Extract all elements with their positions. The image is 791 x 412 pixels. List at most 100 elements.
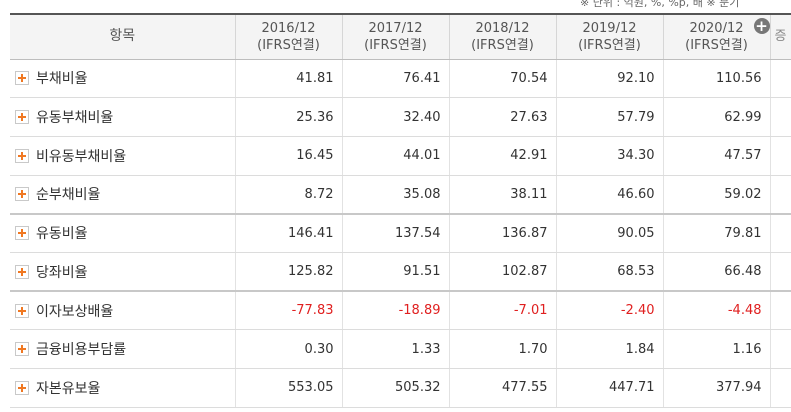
value-cell: 505.32 — [342, 368, 450, 408]
value-cell: -2.40 — [556, 291, 664, 331]
value-cell: -7.01 — [449, 291, 557, 331]
value-cell: 34.30 — [556, 136, 664, 176]
value-cell: 1.84 — [556, 329, 664, 369]
value-cell: 46.60 — [556, 175, 664, 215]
value-cell: 8.72 — [235, 175, 343, 215]
table-row: 부채비율 41.81 76.41 70.54 92.10 110.56 — [10, 59, 791, 99]
row-label-cell: 금융비용부담률 — [10, 329, 236, 369]
row-label[interactable]: 당좌비율 — [36, 264, 88, 281]
header-period: 2019/12 (IFRS연결) — [556, 13, 664, 60]
value-cell: 1.16 — [663, 329, 771, 369]
extra-cell — [770, 368, 791, 408]
value-cell: 110.56 — [663, 59, 771, 99]
table-row: 비유동부채비율 16.45 44.01 42.91 34.30 47.57 — [10, 136, 791, 176]
value-cell: 47.57 — [663, 136, 771, 176]
expand-plus-icon[interactable] — [15, 187, 29, 202]
value-cell: 62.99 — [663, 97, 771, 137]
extra-cell — [770, 97, 791, 137]
expand-plus-icon[interactable] — [15, 380, 29, 395]
row-label[interactable]: 유동부채비율 — [36, 110, 114, 127]
row-label[interactable]: 금융비용부담률 — [36, 342, 127, 359]
expand-plus-icon[interactable] — [15, 110, 29, 125]
value-cell: 44.01 — [342, 136, 450, 176]
table-row: 금융비용부담률 0.30 1.33 1.70 1.84 1.16 — [10, 329, 791, 369]
expand-plus-icon[interactable] — [15, 148, 29, 163]
value-cell: 136.87 — [449, 213, 557, 253]
row-label-cell: 유동부채비율 — [10, 97, 236, 137]
row-label[interactable]: 비유동부채비율 — [36, 148, 127, 165]
extra-cell — [770, 329, 791, 369]
period-basis: (IFRS연결) — [471, 37, 534, 53]
row-label-cell: 이자보상배율 — [10, 291, 236, 331]
value-cell: -4.48 — [663, 291, 771, 331]
value-cell: 447.71 — [556, 368, 664, 408]
extra-cell — [770, 175, 791, 215]
unit-note: ※ 단위 : 억원, %, %p, 배 ※ 분기 — [580, 0, 740, 8]
table-row: 이자보상배율 -77.83 -18.89 -7.01 -2.40 -4.48 — [10, 291, 791, 331]
value-cell: 477.55 — [449, 368, 557, 408]
row-label-cell: 유동비율 — [10, 213, 236, 253]
header-item: 항목 — [10, 13, 236, 60]
expand-plus-icon[interactable] — [15, 342, 29, 357]
plus-circle-icon[interactable]: + — [753, 17, 770, 35]
row-label-cell: 당좌비율 — [10, 252, 236, 293]
value-cell: 91.51 — [342, 252, 450, 293]
header-period: 2018/12 (IFRS연결) — [449, 13, 557, 60]
extra-cell — [770, 136, 791, 176]
value-cell: 76.41 — [342, 59, 450, 99]
period-basis: (IFRS연결) — [685, 37, 748, 53]
row-label[interactable]: 이자보상배율 — [36, 303, 114, 320]
period-year: 2019/12 — [582, 20, 637, 36]
value-cell: 38.11 — [449, 175, 557, 215]
value-cell: 79.81 — [663, 213, 771, 253]
value-cell: 25.36 — [235, 97, 343, 137]
value-cell: 27.63 — [449, 97, 557, 137]
row-label-cell: 비유동부채비율 — [10, 136, 236, 176]
value-cell: 90.05 — [556, 213, 664, 253]
row-label[interactable]: 부채비율 — [36, 71, 88, 88]
value-cell: -77.83 — [235, 291, 343, 331]
table-row: 자본유보율 553.05 505.32 477.55 447.71 377.94 — [10, 368, 791, 408]
value-cell: 70.54 — [449, 59, 557, 99]
table-row: 당좌비율 125.82 91.51 102.87 68.53 66.48 — [10, 252, 791, 293]
extra-cell — [770, 291, 791, 331]
value-cell: 553.05 — [235, 368, 343, 408]
row-label[interactable]: 순부채비율 — [36, 187, 101, 204]
period-year: 2020/12 — [689, 20, 744, 36]
value-cell: 125.82 — [235, 252, 343, 293]
table-row: 유동부채비율 25.36 32.40 27.63 57.79 62.99 — [10, 97, 791, 137]
period-basis: (IFRS연결) — [364, 37, 427, 53]
row-label[interactable]: 유동비율 — [36, 226, 88, 243]
row-label[interactable]: 자본유보율 — [36, 380, 101, 397]
value-cell: 137.54 — [342, 213, 450, 253]
value-cell: 1.70 — [449, 329, 557, 369]
table-row: 순부채비율 8.72 35.08 38.11 46.60 59.02 — [10, 175, 791, 215]
value-cell: 0.30 — [235, 329, 343, 369]
value-cell: 92.10 — [556, 59, 664, 99]
value-cell: 377.94 — [663, 368, 771, 408]
header-period: 2016/12 (IFRS연결) — [235, 13, 343, 60]
table-header-row: 항목 2016/12 (IFRS연결) 2017/12 (IFRS연결) 2018/… — [10, 13, 791, 60]
period-year: 2018/12 — [475, 20, 530, 36]
expand-plus-icon[interactable] — [15, 226, 29, 241]
period-year: 2017/12 — [368, 20, 423, 36]
row-label-cell: 부채비율 — [10, 59, 236, 99]
table-row: 유동비율 146.41 137.54 136.87 90.05 79.81 — [10, 213, 791, 253]
value-cell: 57.79 — [556, 97, 664, 137]
period-basis: (IFRS연결) — [578, 37, 641, 53]
header-period: 2017/12 (IFRS연결) — [342, 13, 450, 60]
expand-plus-icon[interactable] — [15, 303, 29, 318]
extra-cell — [770, 252, 791, 293]
value-cell: 66.48 — [663, 252, 771, 293]
row-label-cell: 자본유보율 — [10, 368, 236, 408]
expand-plus-icon[interactable] — [15, 71, 29, 86]
extra-cell — [770, 213, 791, 253]
value-cell: 42.91 — [449, 136, 557, 176]
expand-plus-icon[interactable] — [15, 264, 29, 279]
value-cell: 146.41 — [235, 213, 343, 253]
value-cell: 102.87 — [449, 252, 557, 293]
value-cell: -18.89 — [342, 291, 450, 331]
period-basis: (IFRS연결) — [257, 37, 320, 53]
value-cell: 16.45 — [235, 136, 343, 176]
extra-cell — [770, 59, 791, 99]
